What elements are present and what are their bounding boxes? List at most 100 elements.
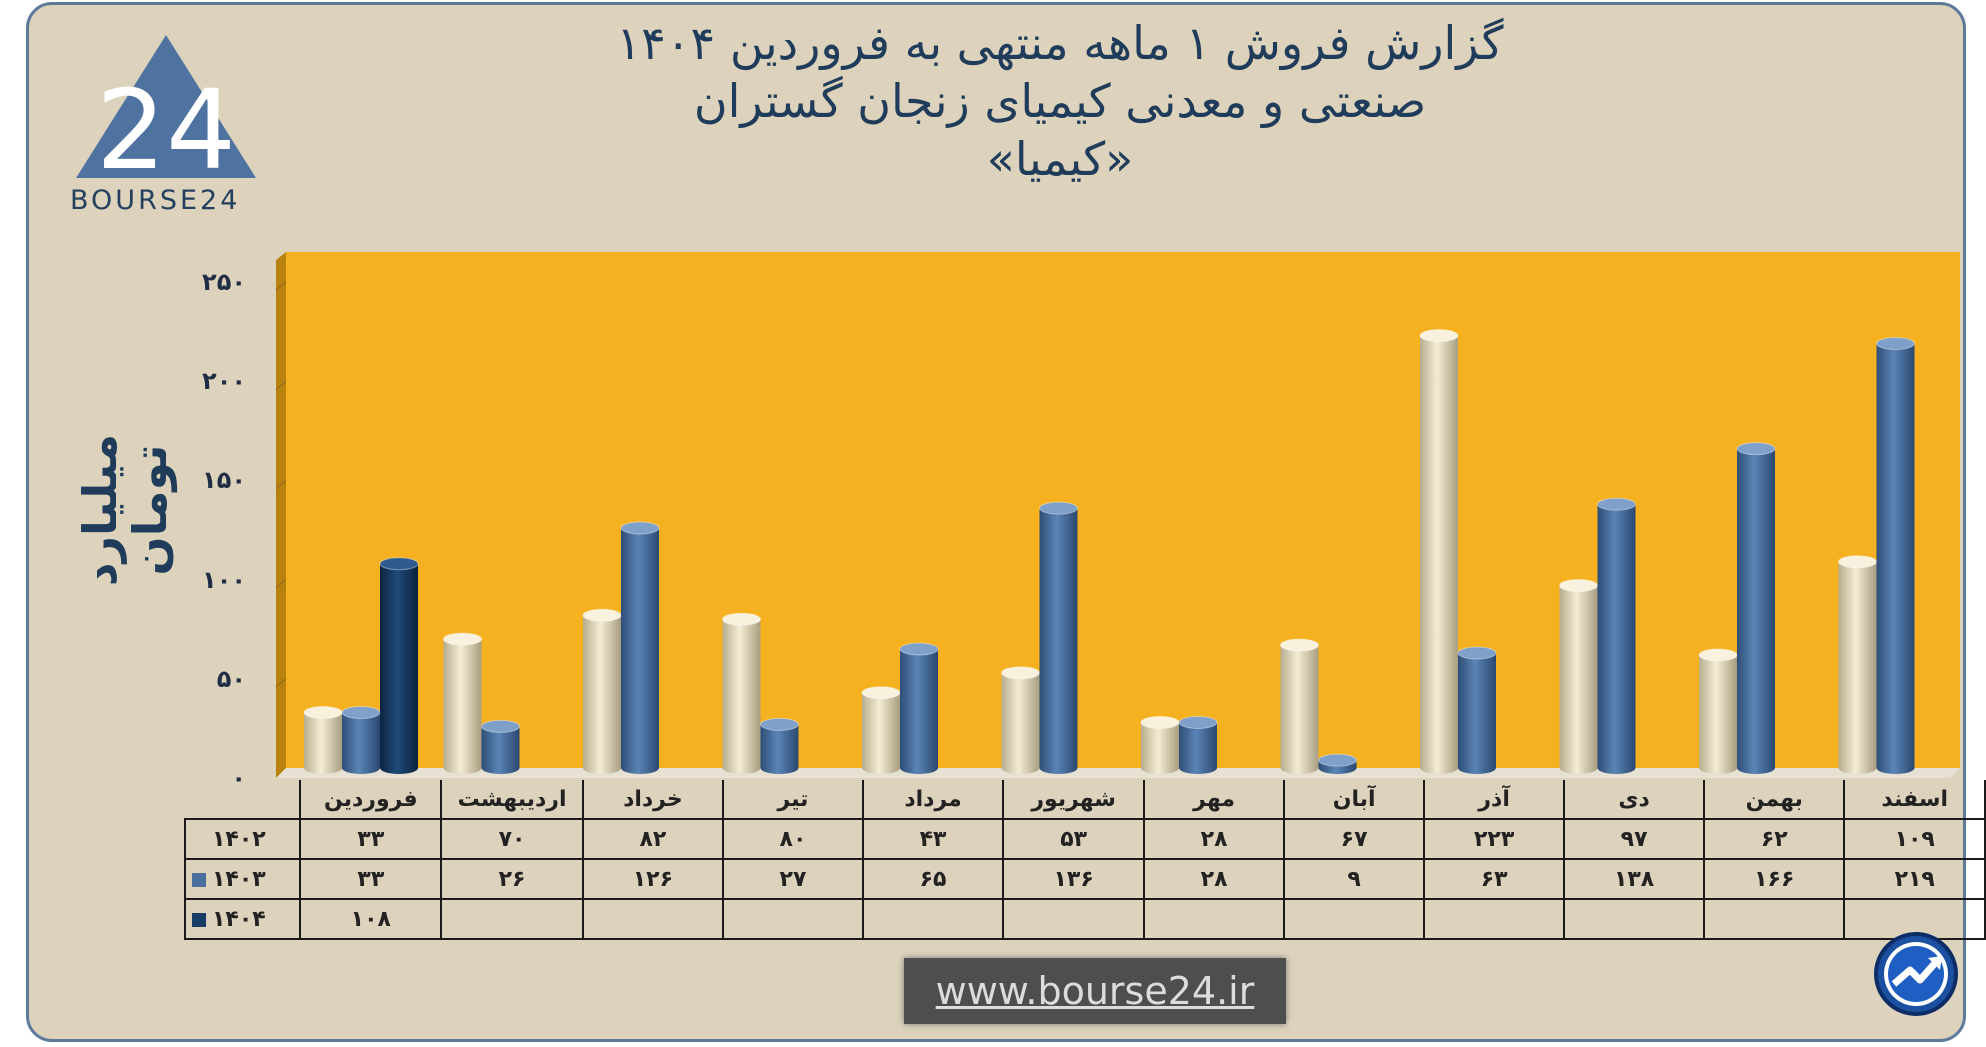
bar-1402: [1838, 555, 1877, 774]
bar-1403: [481, 719, 520, 774]
gridline-side: [275, 380, 287, 390]
bar-body: [1039, 508, 1078, 768]
bar-body: [862, 692, 900, 768]
table-cell: ۶۲: [1703, 818, 1846, 860]
bar-body: [583, 615, 621, 768]
table-cell: ۴۳: [861, 818, 1005, 860]
bar-base: [1420, 762, 1458, 774]
bar-base: [1039, 762, 1078, 774]
bar-1402: [1559, 579, 1598, 774]
bar-body: [1699, 654, 1737, 768]
title-line-1: گزارش فروش ۱ ماهه منتهی به فروردین ۱۴۰۴: [616, 16, 1504, 70]
website-url[interactable]: www.bourse24.ir: [904, 958, 1286, 1024]
category-label: آبان: [1283, 780, 1426, 820]
bar-body: [1179, 722, 1217, 768]
table-cell: ۳۳: [299, 818, 443, 860]
table-cell: [861, 898, 1005, 940]
bar-base: [1179, 762, 1217, 774]
bar-body: [621, 528, 659, 768]
table-cell: ۷۰: [440, 818, 584, 860]
bar-base: [900, 762, 938, 774]
bar-1403: [1457, 646, 1497, 774]
bar-base: [304, 762, 342, 774]
bar-top: [722, 612, 761, 626]
table-cell: [581, 898, 725, 940]
bar-body: [1597, 504, 1636, 768]
table-cell: ۶۵: [861, 858, 1005, 900]
table-cell: ۲۷: [722, 858, 864, 900]
plot-area: [275, 252, 1960, 778]
bar-body: [722, 619, 761, 768]
bar-top: [481, 719, 520, 733]
chart-title: گزارش فروش ۱ ماهه منتهی به فروردین ۱۴۰۴ …: [560, 14, 1560, 188]
bar-base: [1699, 762, 1737, 774]
table-cell: [1563, 898, 1706, 940]
bar-base: [621, 762, 659, 774]
bourse24-logo: 24: [76, 35, 256, 194]
bar-top: [1698, 648, 1738, 662]
category-label: تیر: [722, 780, 864, 820]
bar-body: [1838, 561, 1877, 768]
bar-top: [861, 686, 901, 700]
series-name: ۱۴۰۲: [212, 826, 266, 852]
bar-base: [583, 762, 621, 774]
bar-top: [1318, 753, 1357, 767]
logo-mark: 24: [96, 66, 236, 194]
table-header-row: فروردین اردیبهشت خرداد تیر مرداد شهریور مهر آبا…: [185, 780, 1986, 820]
bar-1403: [1318, 753, 1357, 774]
bar-top: [1001, 666, 1040, 680]
table-cell: [1002, 898, 1146, 940]
bar-base: [443, 762, 482, 774]
bar-body: [1559, 585, 1598, 768]
bar-body: [1280, 645, 1319, 768]
bar-top: [1419, 329, 1459, 343]
category-label: اسفند: [1843, 780, 1986, 820]
table-cell: ۶۷: [1283, 818, 1426, 860]
bar-1402: [582, 608, 622, 774]
bar-top: [379, 557, 419, 571]
table-cell: [440, 898, 584, 940]
bar-top: [620, 521, 660, 535]
bar-base: [722, 762, 761, 774]
table-cell: ۸۰: [722, 818, 864, 860]
bars-group: [303, 329, 1915, 774]
table-cell: ۱۰۹: [1843, 818, 1986, 860]
bar-base: [1838, 762, 1877, 774]
category-label: شهریور: [1002, 780, 1146, 820]
bar-top: [760, 717, 799, 731]
bar-top: [1457, 646, 1497, 660]
bar-base: [1141, 762, 1179, 774]
table-cell: ۱۰۸: [299, 898, 443, 940]
bar-top: [1039, 501, 1078, 515]
table-row: ۱۴۰۲ ۳۳ ۷۰ ۸۲ ۸۰ ۴۳ ۵۳ ۲۸ ۶۷ ۲۲۳ ۹۷ ۶۲ ۱۰۹: [183, 818, 1986, 860]
category-label: اردیبهشت: [440, 780, 584, 820]
bar-1403: [899, 642, 939, 774]
bar-base: [1001, 762, 1040, 774]
legend-swatch: [192, 912, 206, 927]
bar-base: [1458, 762, 1496, 774]
table-corner: [185, 780, 300, 819]
table-cell: ۹۷: [1563, 818, 1706, 860]
bar-top: [341, 706, 381, 720]
bar-body: [1458, 653, 1496, 768]
bar-body: [1737, 448, 1775, 768]
bar-base: [342, 762, 380, 774]
bar-top: [1838, 555, 1877, 569]
plot-background: [286, 252, 1960, 768]
table-cell: ۲۲۳: [1423, 818, 1566, 860]
table-row: ۱۴۰۳ ۳۳ ۲۶ ۱۲۶ ۲۷ ۶۵ ۱۳۶ ۲۸ ۹ ۶۳ ۱۳۸ ۱۶۶ ۲۱۹: [183, 858, 1986, 900]
series-name: ۱۴۰۳: [212, 866, 266, 892]
bar-top: [1597, 497, 1636, 511]
bar-body: [1876, 343, 1915, 768]
series-label: ۱۴۰۲: [183, 818, 302, 860]
data-table: فروردین اردیبهشت خرداد تیر مرداد شهریور مهر آبا…: [183, 780, 1986, 940]
table-cell: ۳۳: [299, 858, 443, 900]
y-tick-label: ۰: [231, 764, 246, 792]
bar-body: [1141, 722, 1179, 768]
logo-text: BOURSE24: [70, 185, 241, 216]
category-label: آذر: [1423, 780, 1566, 820]
table-cell: ۱۳۶: [1002, 858, 1146, 900]
bar-top: [1140, 715, 1180, 729]
table-cell: [1423, 898, 1566, 940]
